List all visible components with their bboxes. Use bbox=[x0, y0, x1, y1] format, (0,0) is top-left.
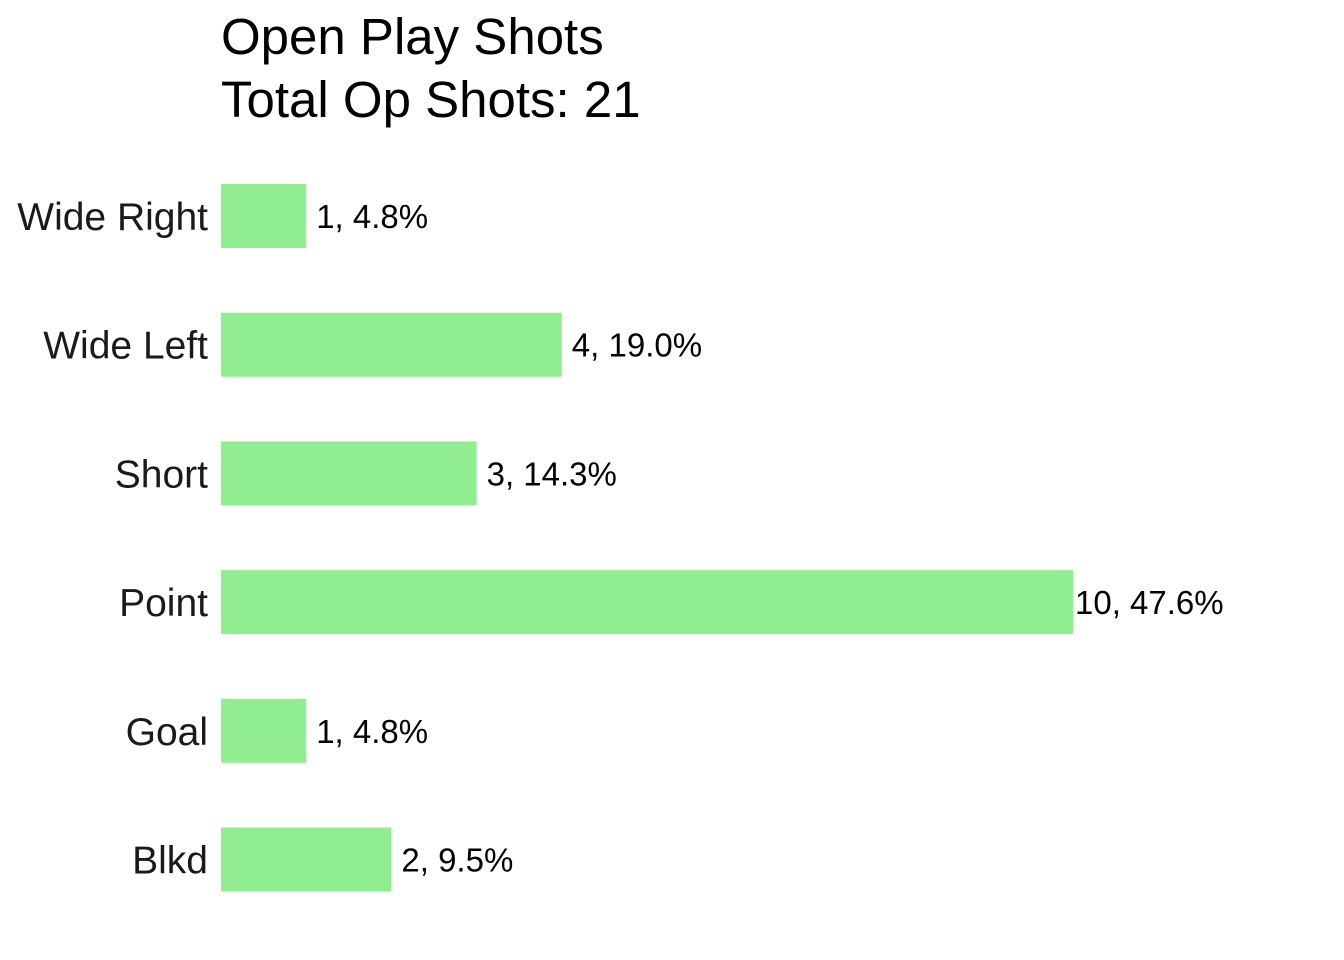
bar bbox=[221, 312, 562, 377]
data-label: 3, 14.3% bbox=[487, 455, 617, 492]
category-label: Short bbox=[115, 453, 208, 496]
chart-title: Open Play Shots bbox=[221, 8, 604, 65]
category-label: Blkd bbox=[132, 840, 208, 883]
category-label: Point bbox=[119, 582, 208, 625]
data-label: 1, 4.8% bbox=[316, 713, 428, 750]
bar bbox=[221, 441, 477, 506]
category-labels-group: Wide Right Wide Left Short Point Goal Blkd bbox=[17, 196, 208, 883]
category-label: Goal bbox=[126, 711, 208, 754]
data-label: 4, 19.0% bbox=[572, 327, 702, 364]
data-label: 2, 9.5% bbox=[401, 842, 513, 879]
data-labels-group: 1, 4.8% 4, 19.0% 3, 14.3% 10, 47.6% 1, 4.8% 2… bbox=[316, 198, 1223, 879]
bar bbox=[221, 827, 392, 892]
data-label: 10, 47.6% bbox=[1075, 584, 1224, 621]
data-label: 1, 4.8% bbox=[316, 198, 428, 235]
category-label: Wide Right bbox=[17, 196, 208, 239]
category-label: Wide Left bbox=[43, 325, 208, 368]
chart-subtitle: Total Op Shots: 21 bbox=[221, 71, 641, 128]
bar bbox=[221, 698, 307, 763]
bar bbox=[221, 570, 1073, 635]
bars-group bbox=[221, 184, 1073, 892]
bar bbox=[221, 184, 307, 248]
